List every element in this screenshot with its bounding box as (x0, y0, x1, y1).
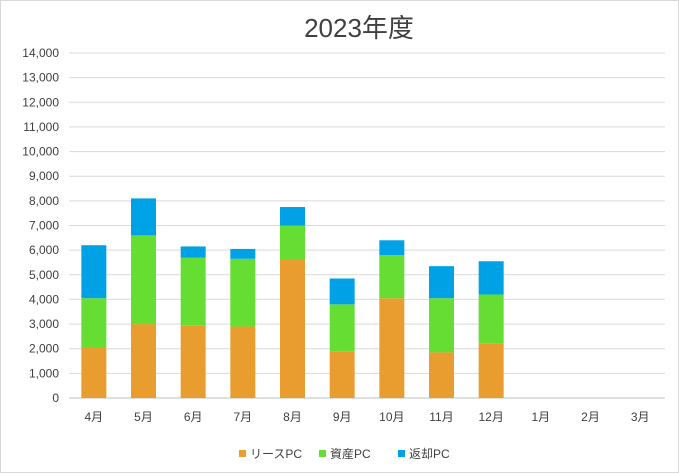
x-tick-label: 1月 (531, 410, 550, 424)
legend-swatch (239, 450, 246, 457)
legend-label: 資産PC (330, 446, 371, 461)
bar-segment-3-6 (329, 278, 355, 305)
legend-swatch (319, 450, 326, 457)
x-tick-label: 2月 (581, 410, 600, 424)
bar-segment-2-1 (81, 298, 107, 348)
bar-segment-1-2 (131, 324, 156, 398)
bar-segment-2-6 (329, 304, 355, 352)
y-tick-label: 11,000 (23, 120, 59, 134)
y-tick-label: 1,000 (29, 366, 59, 380)
bar-segment-2-4 (230, 258, 256, 327)
bar-segment-1-6 (329, 351, 355, 398)
y-tick-label: 14,000 (22, 46, 59, 60)
bar-segment-3-4 (230, 248, 256, 259)
legend-swatch (398, 450, 405, 457)
x-tick-label: 12月 (478, 410, 503, 424)
y-tick-label: 0 (52, 391, 59, 405)
bar-segment-1-1 (81, 347, 107, 398)
y-tick-label: 5,000 (29, 268, 59, 282)
bar-segment-3-3 (180, 246, 206, 258)
y-tick-label: 12,000 (22, 95, 59, 109)
x-tick-label: 4月 (84, 410, 103, 424)
x-tick-label: 11月 (429, 410, 453, 424)
x-tick-label: 6月 (184, 410, 203, 424)
legend-label: 返却PC (409, 447, 450, 461)
y-tick-label: 10,000 (22, 145, 59, 159)
chart-title: 2023年度 (304, 13, 414, 43)
bar-segment-2-5 (280, 225, 305, 260)
bar-segment-3-1 (81, 245, 107, 299)
bar-segment-3-8 (429, 266, 454, 299)
bar-segment-2-9 (478, 294, 504, 344)
bar-segment-1-3 (180, 325, 206, 398)
y-axis-ticks: 0 1,000 2,000 3,000 4,000 5,000 6,000 7,000 8,00… (22, 46, 59, 405)
bar-segment-2-8 (429, 298, 454, 353)
legend: リースPC 資産PC 返却PC (239, 446, 450, 461)
bar-segment-2-3 (180, 257, 206, 326)
bar-segment-2-7 (379, 255, 405, 299)
bars (81, 198, 504, 398)
bar-segment-1-9 (478, 343, 504, 398)
y-tick-label: 8,000 (29, 194, 59, 208)
x-tick-label: 5月 (134, 410, 153, 424)
bar-segment-2-2 (131, 235, 156, 325)
y-tick-label: 13,000 (22, 71, 59, 85)
bar-segment-1-4 (230, 326, 256, 398)
x-tick-label: 7月 (233, 410, 252, 424)
bar-segment-1-7 (379, 298, 405, 398)
x-tick-label: 10月 (379, 410, 404, 424)
bar-segment-1-8 (429, 352, 454, 398)
y-tick-label: 3,000 (29, 317, 59, 331)
x-tick-label: 8月 (283, 410, 302, 424)
gridlines (69, 52, 665, 399)
x-axis-ticks: 4月 5月 6月 7月 8月 9月 10月 11月 12月 1月 2月 3月 (84, 410, 649, 424)
bar-segment-3-5 (280, 207, 305, 226)
y-tick-label: 2,000 (29, 342, 59, 356)
y-tick-label: 4,000 (29, 292, 59, 306)
legend-label: リースPC (250, 447, 302, 461)
bar-segment-3-7 (379, 240, 405, 256)
bar-segment-1-5 (280, 260, 305, 398)
y-tick-label: 6,000 (29, 243, 59, 257)
bar-segment-3-2 (131, 198, 156, 236)
x-tick-label: 9月 (333, 410, 352, 424)
bar-segment-3-9 (478, 261, 504, 295)
y-tick-label: 9,000 (29, 169, 59, 183)
x-tick-label: 3月 (631, 410, 650, 424)
y-tick-label: 7,000 (29, 219, 59, 233)
